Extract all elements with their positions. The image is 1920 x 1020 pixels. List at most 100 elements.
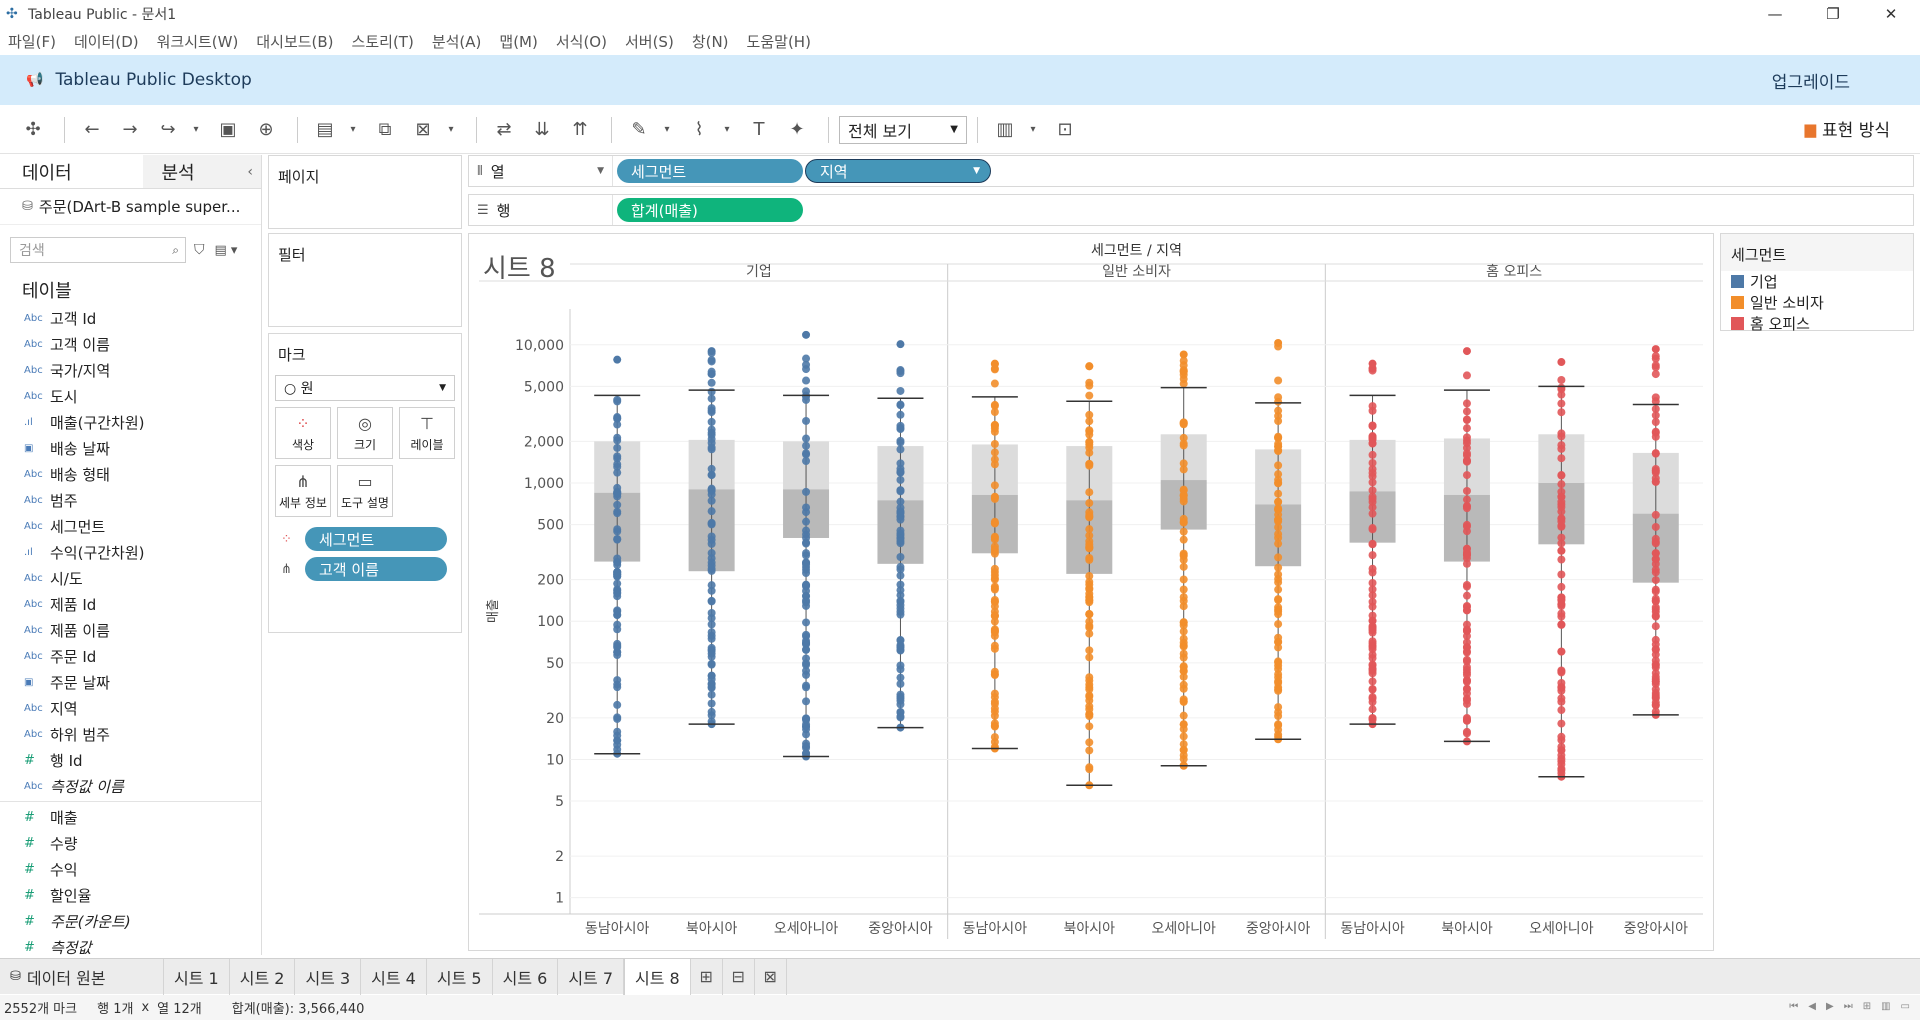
duplicate-sheet-icon[interactable]: ⧉	[378, 119, 392, 140]
field-item[interactable]: # 측정값	[0, 934, 261, 960]
field-item[interactable]: Abc 고객 이름	[0, 331, 261, 357]
redo-icon[interactable]: →	[122, 119, 138, 140]
swap-rows-columns-icon[interactable]: ⇄	[496, 119, 512, 140]
clear-sheet-icon[interactable]: ⊠	[415, 119, 431, 140]
field-item[interactable]: # 할인율	[0, 882, 261, 908]
field-item[interactable]: .ıl 매출(구간차원)	[0, 409, 261, 435]
sort-ascending-icon[interactable]: ⇊	[534, 119, 550, 140]
menu-worksheet[interactable]: 워크시트(W)	[156, 32, 239, 51]
last-sheet-icon[interactable]: ⏭	[1843, 1001, 1853, 1012]
collapse-pane-icon[interactable]: ‹	[247, 163, 253, 180]
column-pill-region[interactable]: 지역 ▼	[805, 159, 991, 183]
group-dropdown-icon[interactable]: ▾	[724, 124, 730, 135]
redirect-dropdown-icon[interactable]: ▾	[193, 124, 199, 135]
close-button[interactable]: ✕	[1884, 5, 1898, 23]
show-cards-icon[interactable]: ▥	[996, 119, 1014, 140]
color-legend[interactable]: 세그먼트 기업 일반 소비자 홈 오피스	[1720, 233, 1914, 334]
legend-item-consumer[interactable]: 일반 소비자	[1721, 292, 1913, 313]
tab-sheet-6[interactable]: 시트 6	[493, 958, 559, 995]
label-button[interactable]: ⊤ 레이블	[399, 407, 455, 459]
new-datasource-icon[interactable]: ⊕	[258, 119, 274, 140]
field-item[interactable]: # 행 Id	[0, 747, 261, 773]
menu-data[interactable]: 데이터(D)	[73, 32, 139, 51]
restore-button[interactable]: ❐	[1826, 5, 1840, 23]
new-worksheet-dropdown-icon[interactable]: ▾	[350, 124, 356, 135]
sorter-view-icon[interactable]: ⊞	[1862, 1001, 1872, 1012]
row-pill-sum-sales[interactable]: 합계(매출)	[617, 198, 803, 222]
filmstrip-view-icon[interactable]: ▥	[1881, 1001, 1891, 1012]
redirect-icon[interactable]: ↪	[160, 119, 176, 140]
minimize-button[interactable]: —	[1767, 5, 1783, 23]
tooltip-button[interactable]: ▭ 도구 설명	[337, 465, 393, 517]
view-options-icon[interactable]: ▤ ▾	[214, 242, 238, 258]
field-item[interactable]: # 수량	[0, 830, 261, 856]
legend-item-corporate[interactable]: 기업	[1721, 271, 1913, 292]
menu-story[interactable]: 스토리(T)	[351, 32, 414, 51]
field-item[interactable]: Abc 제품 이름	[0, 617, 261, 643]
field-item[interactable]: Abc 배송 형태	[0, 461, 261, 487]
field-item[interactable]: Abc 측정값 이름	[0, 773, 261, 799]
menu-dashboard[interactable]: 대시보드(B)	[256, 32, 334, 51]
field-item[interactable]: ▣ 주문 날짜	[0, 669, 261, 695]
customer-detail-pill[interactable]: 고객 이름	[305, 557, 447, 581]
rows-shelf[interactable]: ☰ 행 합계(매출)	[468, 194, 1914, 226]
field-item[interactable]: Abc 지역	[0, 695, 261, 721]
chevron-down-icon[interactable]: ▼	[973, 166, 980, 176]
prev-sheet-icon[interactable]: ◀	[1808, 1001, 1816, 1012]
field-item[interactable]: Abc 시/도	[0, 565, 261, 591]
highlight-icon[interactable]: ✎	[631, 119, 647, 140]
group-icon[interactable]: ⌇	[694, 119, 704, 140]
show-me-button[interactable]: ▆ 표현 방식	[1804, 116, 1890, 142]
detail-button[interactable]: ⋔ 세부 정보	[275, 465, 331, 517]
color-button[interactable]: ⁘ 색상	[275, 407, 331, 459]
field-item[interactable]: # 주문(카운트)	[0, 908, 261, 934]
menu-file[interactable]: 파일(F)	[8, 32, 56, 51]
field-item[interactable]: # 매출	[0, 804, 261, 830]
tab-sheet-4[interactable]: 시트 4	[361, 958, 427, 995]
upgrade-link[interactable]: 업그레이드	[1771, 72, 1850, 93]
filters-card[interactable]: 필터	[268, 233, 462, 327]
show-labels-icon[interactable]: T	[753, 119, 765, 140]
save-icon[interactable]: ▣	[219, 119, 237, 140]
tableau-start-icon[interactable]: ✣	[25, 119, 41, 140]
field-item[interactable]: .ıl 수익(구간차원)	[0, 539, 261, 565]
tab-sheet-8[interactable]: 시트 8	[624, 958, 691, 995]
size-button[interactable]: ◎ 크기	[337, 407, 393, 459]
field-search-input[interactable]: 검색 ⌕	[10, 237, 186, 263]
tab-sheet-7[interactable]: 시트 7	[558, 958, 625, 995]
column-pill-segment[interactable]: 세그먼트	[617, 159, 803, 183]
field-item[interactable]: ▣ 배송 날짜	[0, 435, 261, 461]
field-item[interactable]: Abc 제품 Id	[0, 591, 261, 617]
pages-card[interactable]: 페이지	[268, 155, 462, 229]
tab-analysis[interactable]: 분석 ‹	[143, 155, 261, 188]
menu-help[interactable]: 도움말(H)	[746, 32, 811, 51]
pin-axes-icon[interactable]: ✦	[789, 119, 805, 140]
datasource-item[interactable]: ⛁ 주문(DArt-B sample super...	[0, 189, 261, 225]
field-item[interactable]: Abc 국가/지역	[0, 357, 261, 383]
fit-select[interactable]: 전체 보기 ▼	[839, 115, 967, 144]
new-worksheet-icon[interactable]: ▤	[316, 119, 334, 140]
field-item[interactable]: Abc 도시	[0, 383, 261, 409]
next-sheet-icon[interactable]: ▶	[1826, 1001, 1834, 1012]
tab-sheet-2[interactable]: 시트 2	[230, 958, 296, 995]
mark-type-select[interactable]: ○ 원 ▼	[275, 375, 455, 401]
undo-icon[interactable]: ←	[84, 119, 100, 140]
field-item[interactable]: Abc 고객 Id	[0, 305, 261, 331]
sort-descending-icon[interactable]: ⇈	[572, 119, 588, 140]
tabs-view-icon[interactable]: ▭	[1900, 1001, 1910, 1012]
presentation-mode-icon[interactable]: ⊡	[1057, 119, 1073, 140]
tab-data[interactable]: 데이터	[22, 162, 72, 184]
highlight-dropdown-icon[interactable]: ▾	[664, 124, 670, 135]
new-dashboard-tab-icon[interactable]: ⊟	[723, 958, 755, 995]
field-item[interactable]: Abc 범주	[0, 487, 261, 513]
new-worksheet-tab-icon[interactable]: ⊞	[691, 958, 723, 995]
columns-shelf[interactable]: ⦀ 열 ▼ 세그먼트 지역 ▼	[468, 155, 1914, 187]
show-cards-dropdown-icon[interactable]: ▾	[1030, 124, 1036, 135]
tab-datasource[interactable]: ⛁ 데이터 원본	[0, 958, 164, 995]
field-item[interactable]: Abc 주문 Id	[0, 643, 261, 669]
new-story-tab-icon[interactable]: ⊠	[755, 958, 787, 995]
clear-dropdown-icon[interactable]: ▾	[448, 124, 454, 135]
legend-item-home-office[interactable]: 홈 오피스	[1721, 313, 1913, 334]
filter-icon[interactable]: ⛉	[194, 242, 205, 258]
